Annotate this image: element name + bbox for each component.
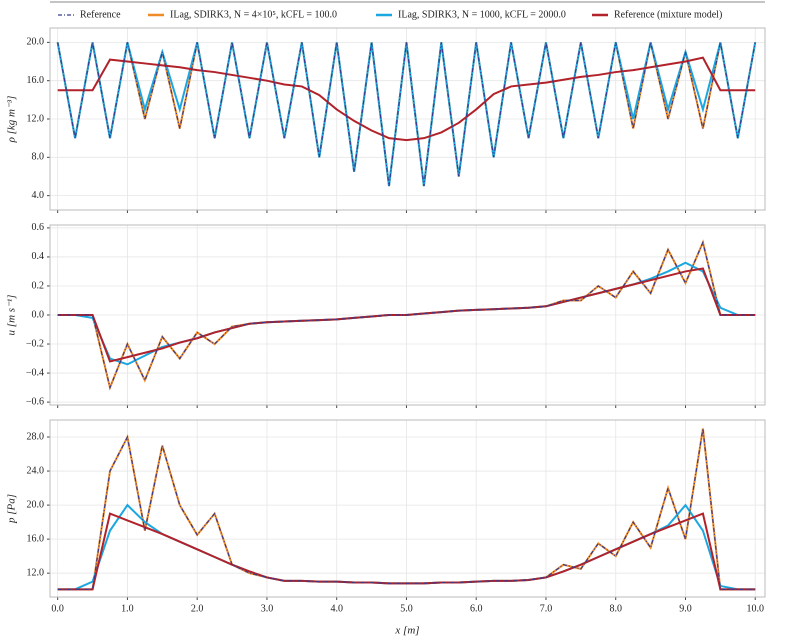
y-axis-label: p [Pa] [6,494,18,524]
legend-label: Reference (mixture model) [614,9,722,20]
y-tick-label: 20.0 [27,37,45,48]
x-tick-label: 4.0 [330,603,343,614]
y-tick-label: 24.0 [27,465,45,476]
y-tick-label: 12.0 [27,567,45,578]
y-tick-label: 0.4 [32,251,45,262]
x-tick-label: 5.0 [400,603,413,614]
y-tick-label: 16.0 [27,533,45,544]
legend-label: ILag, SDIRK3, N = 1000, kCFL = 2000.0 [398,9,566,20]
x-tick-label: 2.0 [191,603,204,614]
plot-frame [49,27,766,211]
plot-frame [49,224,766,406]
series-line [57,428,756,590]
y-tick-label: 16.0 [27,75,45,86]
x-tick-label: 7.0 [540,603,553,614]
x-tick-label: 10.0 [746,603,764,614]
y-tick-label: 8.0 [32,152,45,163]
y-tick-label: 4.0 [32,190,45,201]
x-tick-label: 9.0 [679,603,692,614]
series-line [57,240,756,390]
x-tick-label: 6.0 [470,603,483,614]
y-axis-label: u [m s⁻¹] [6,295,18,336]
y-tick-label: −0.6 [26,396,44,407]
x-tick-label: 8.0 [609,603,622,614]
x-axis-label: x [m] [394,625,419,637]
series-line [57,42,756,187]
y-tick-label: 28.0 [27,431,45,442]
y-tick-label: −0.2 [26,338,44,349]
x-tick-label: 0.0 [51,603,64,614]
plot-frame [49,419,766,598]
y-tick-label: 0.2 [32,280,45,291]
y-tick-label: 12.0 [27,113,45,124]
y-tick-label: 20.0 [27,499,45,510]
y-tick-label: 0.0 [32,309,45,320]
y-tick-label: 0.6 [32,222,45,233]
legend-label: ILag, SDIRK3, N = 4×10⁵, kCFL = 100.0 [170,9,337,20]
legend-label: Reference [80,9,121,20]
y-tick-label: −0.4 [26,367,44,378]
x-tick-label: 3.0 [261,603,274,614]
y-axis-label: ρ [kg m⁻³] [6,96,18,144]
series-line [57,56,756,142]
x-tick-label: 1.0 [121,603,134,614]
